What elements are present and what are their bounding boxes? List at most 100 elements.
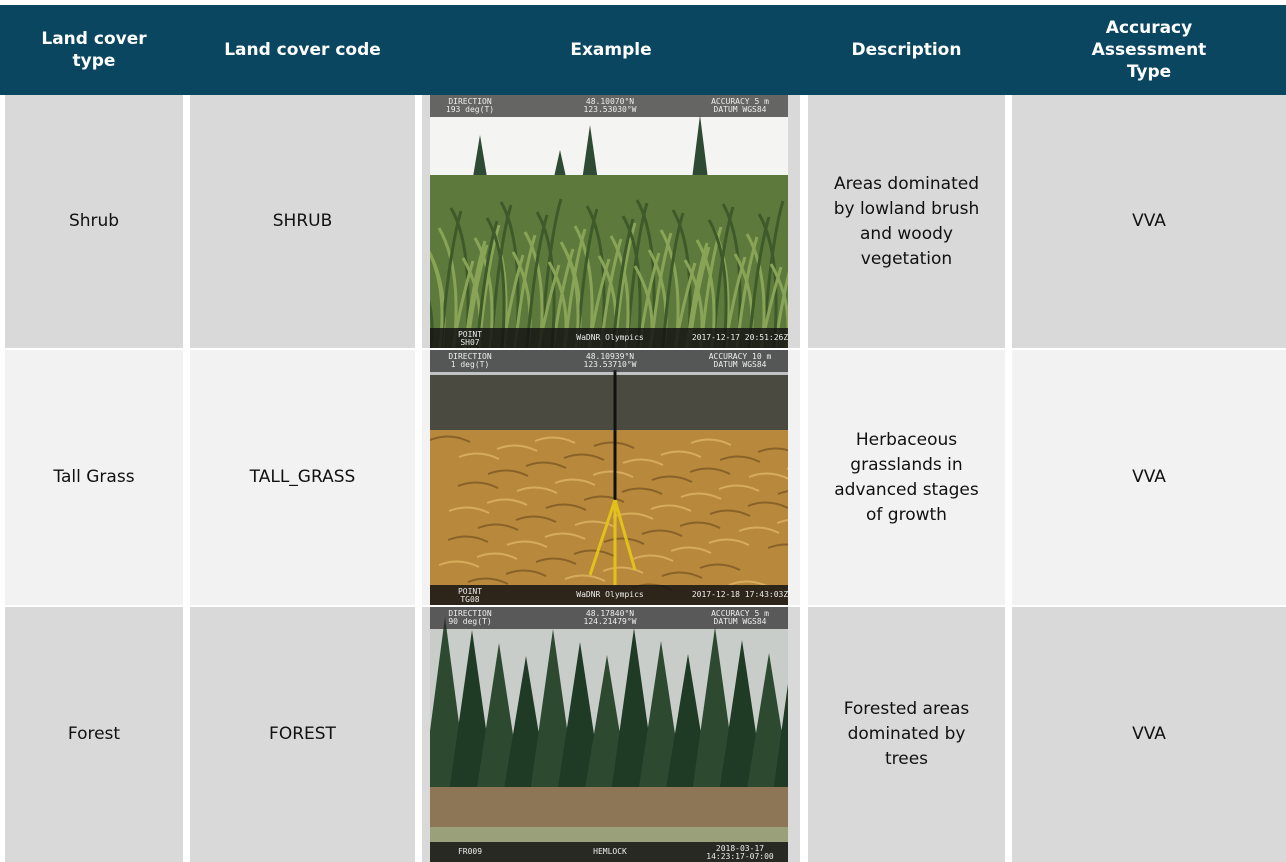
grass	[679, 521, 721, 529]
grass	[447, 535, 489, 543]
overlay-bar	[430, 842, 788, 862]
table-cell: Shrub	[5, 95, 183, 348]
grass	[689, 467, 731, 475]
grass	[554, 478, 596, 486]
grass	[477, 523, 519, 531]
grass	[563, 453, 605, 461]
header-label: Accuracy Assessment Type	[1091, 18, 1207, 82]
table-cell: TALL_GRASS	[190, 350, 415, 605]
grass	[757, 447, 788, 453]
grass	[777, 490, 788, 495]
photo-overlay-text: 2017-12-17 20:51:26Z	[692, 333, 788, 342]
table-cell: VVA	[1012, 607, 1286, 862]
grass	[767, 543, 788, 549]
photo-overlay-text: WaDNR Olympics	[576, 333, 644, 342]
grass	[708, 538, 750, 546]
grass	[544, 532, 586, 540]
photo-overlay-text: 48.17840°N	[586, 609, 634, 618]
grass	[430, 435, 471, 443]
grass	[486, 498, 528, 506]
photo-overlay-text: POINT	[458, 587, 482, 596]
grass	[602, 566, 644, 574]
grass	[496, 444, 538, 452]
tripod	[588, 499, 617, 576]
grass	[719, 455, 761, 463]
photo-overlay-text: DATUM WGS84	[714, 360, 767, 369]
photo-overlay-text: 193 deg(T)	[446, 105, 494, 114]
photo-overlay-text: 2017-12-18 17:43:03Z	[692, 590, 788, 599]
table-cell: Herbaceous grasslands in advanced stages…	[808, 350, 1005, 605]
photo-overlay-text: ACCURACY 5 m	[711, 97, 769, 106]
table-cell: Forest	[5, 607, 183, 862]
grass	[467, 577, 509, 585]
grass	[738, 526, 780, 534]
table-cell: DIRECTION 1 deg(T) 48.10939°N 123.53710°W AC…	[422, 350, 800, 605]
header-cell: Accuracy Assessment Type	[1012, 5, 1286, 95]
grass	[621, 487, 663, 495]
cell-text: VVA	[1132, 467, 1166, 487]
cell-text: Herbaceous grasslands in advanced stages…	[834, 429, 979, 525]
grass	[747, 501, 788, 509]
grass	[506, 540, 548, 548]
cell-text: Forest	[67, 724, 121, 744]
header-label: Description	[851, 40, 962, 60]
grass	[670, 546, 712, 554]
grass	[534, 436, 576, 444]
photo-overlay-text: 48.10939°N	[586, 352, 634, 361]
grass	[448, 506, 490, 514]
cell-text: Shrub	[68, 211, 120, 231]
treeline	[430, 375, 788, 430]
grass	[680, 492, 722, 500]
cell-text: VVA	[1132, 724, 1166, 744]
grass	[660, 450, 702, 458]
grass	[718, 484, 760, 492]
grass	[592, 470, 634, 478]
header-cell: Description	[808, 5, 1005, 95]
photo-overlay-text: 1 deg(T)	[451, 360, 490, 369]
grass	[438, 560, 480, 568]
grass	[748, 472, 788, 480]
photo-overlay-text: TG08	[460, 595, 479, 604]
photo-overlay-text: DIRECTION	[448, 609, 492, 618]
table-cell: VVA	[1012, 95, 1286, 348]
overlay-bar	[430, 350, 788, 372]
cell-text: VVA	[1132, 211, 1166, 231]
grass	[515, 515, 557, 523]
grass	[641, 529, 683, 537]
overlay-bar	[430, 328, 788, 348]
tree	[771, 683, 788, 807]
grass	[505, 569, 547, 577]
overlay-bar	[430, 607, 788, 629]
overlay-bar	[430, 95, 788, 117]
table-cell: DIRECTION 193 deg(T) 48.10070°N 123.53030°W…	[422, 95, 800, 348]
tripod	[613, 499, 637, 571]
table-cell: Areas dominated by lowland brush and woo…	[808, 95, 1005, 348]
table-cell: Tall Grass	[5, 350, 183, 605]
grass	[573, 549, 615, 557]
cell-text: FOREST	[269, 724, 336, 744]
photo-overlay-text: SH07	[460, 338, 479, 347]
grass	[776, 518, 788, 524]
photo-overlay-text: DIRECTION	[448, 352, 492, 361]
cell-text: Forested areas dominated by trees	[843, 699, 970, 769]
header-label: Example	[570, 40, 652, 60]
table-cell: DIRECTION 90 deg(T) 48.17840°N 124.21479°W A…	[422, 607, 800, 862]
grass	[661, 571, 703, 579]
photo-overlay-text: DIRECTION	[448, 97, 492, 106]
grass	[487, 469, 529, 477]
cell-text: SHRUB	[272, 211, 333, 231]
photo-overlay-text: 2018-03-17	[716, 844, 764, 853]
cell-text: Tall Grass	[53, 467, 135, 487]
cell-text: Areas dominated by lowland brush and woo…	[833, 173, 980, 269]
photo-overlay-text: POINT	[458, 330, 482, 339]
photo-overlay-text: 123.53710°W	[584, 360, 637, 369]
table-cell: SHRUB	[190, 95, 415, 348]
table-cell: VVA	[1012, 350, 1286, 605]
grass	[709, 509, 751, 517]
table-cell: FOREST	[190, 607, 415, 862]
overlay-bar	[430, 585, 788, 605]
photo-overlay-text: 123.53030°W	[584, 105, 637, 114]
